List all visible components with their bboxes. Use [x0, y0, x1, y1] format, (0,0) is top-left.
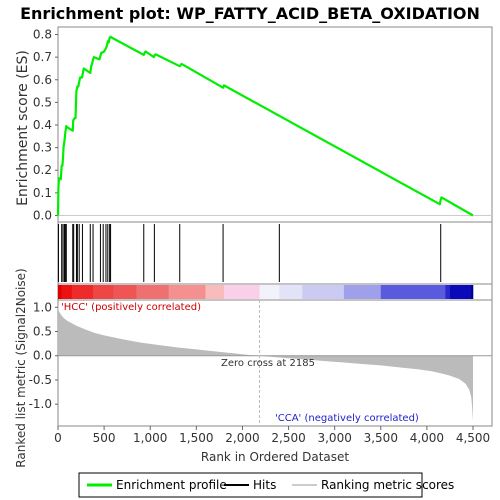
xtick-label: 4,000 [410, 431, 444, 445]
legend-metric-label: Ranking metric scores [321, 478, 454, 492]
colorbar-segment [168, 285, 206, 299]
colorbar-segment [279, 285, 303, 299]
xtick-label: 1,500 [179, 431, 213, 445]
colorbar-segment [136, 285, 169, 299]
xtick-label: 0 [54, 431, 62, 445]
es-ytick-label: 0.3 [33, 141, 52, 155]
legend: Enrichment profile Hits Ranking metric s… [78, 472, 454, 498]
es-ytick-label: 0.4 [33, 118, 52, 132]
es-ytick-label: 0.6 [33, 73, 52, 87]
enrichment-profile-line [56, 35, 474, 217]
colorbar-segment [71, 285, 94, 299]
es-ytick-label: 0.5 [33, 95, 52, 109]
xtick-label: 3,500 [364, 431, 398, 445]
xtick-label: 1,000 [133, 431, 167, 445]
xtick-label: 4,500 [456, 431, 490, 445]
x-axis-label: Rank in Ordered Dataset [201, 450, 349, 464]
es-ytick-label: 0.8 [33, 28, 52, 42]
xtick-label: 3,000 [317, 431, 351, 445]
colorbar-segment [380, 285, 446, 299]
es-panel-frame [57, 26, 493, 223]
metric-ytick-label: 1.0 [33, 300, 52, 314]
es-ytick-label: 0.1 [33, 186, 52, 200]
hits-panel-frame [57, 221, 493, 285]
rank-colorbar-group [58, 285, 474, 299]
neg-correlated-label: 'CCA' (negatively correlated) [275, 413, 419, 424]
colorbar-segment [58, 285, 62, 299]
x-axis: 0 500 1,000 1,500 2,000 2,500 3,000 3,500 4,000 4… [54, 426, 490, 445]
metric-ytick-label: 0.0 [33, 349, 52, 363]
chart-title: Enrichment plot: WP_FATTY_ACID_BETA_OXID… [20, 4, 480, 23]
xtick-label: 2,500 [271, 431, 305, 445]
colorbar-segment [449, 285, 472, 299]
colorbar-segment [343, 285, 382, 299]
metric-y-axis-label: Ranked list metric (Signal2Noise) [14, 268, 28, 467]
hits-group [57, 224, 442, 282]
pos-correlated-label: 'HCC' (positively correlated) [61, 302, 201, 313]
colorbar-segment [205, 285, 225, 299]
metric-ytick-label: 0.5 [33, 325, 52, 339]
colorbar-segment [113, 285, 137, 299]
colorbar-segment [302, 285, 345, 299]
legend-hits-label: Hits [253, 478, 276, 492]
es-ytick-label: 0.0 [33, 208, 52, 222]
enrichment-profile-group [56, 35, 474, 217]
es-y-axis: 0.0 0.1 0.2 0.3 0.4 0.5 0.6 0.7 0.8 [33, 28, 58, 222]
colorbar-segment [259, 285, 280, 299]
zero-cross-label: Zero cross at 2185 [221, 358, 315, 369]
ranked-metric-area [58, 304, 473, 422]
colorbar-segment [61, 285, 73, 299]
colorbar-segment [471, 285, 474, 299]
metric-ytick-label: -1.0 [29, 397, 52, 411]
metric-y-axis: 1.0 0.5 0.0 -0.5 -1.0 [29, 300, 58, 411]
xtick-label: 2,000 [225, 431, 259, 445]
colorbar-segment [224, 285, 260, 299]
legend-enrichment-label: Enrichment profile [116, 478, 227, 492]
metric-ytick-label: -0.5 [29, 373, 52, 387]
legend-box [78, 472, 423, 498]
es-ytick-label: 0.7 [33, 50, 52, 64]
ranked-metric-group [58, 300, 492, 426]
es-y-axis-label: Enrichment score (ES) [15, 50, 31, 206]
colorbar-segment [93, 285, 114, 299]
es-ytick-label: 0.2 [33, 163, 52, 177]
colorbar-segment [445, 285, 451, 299]
xtick-label: 500 [93, 431, 116, 445]
